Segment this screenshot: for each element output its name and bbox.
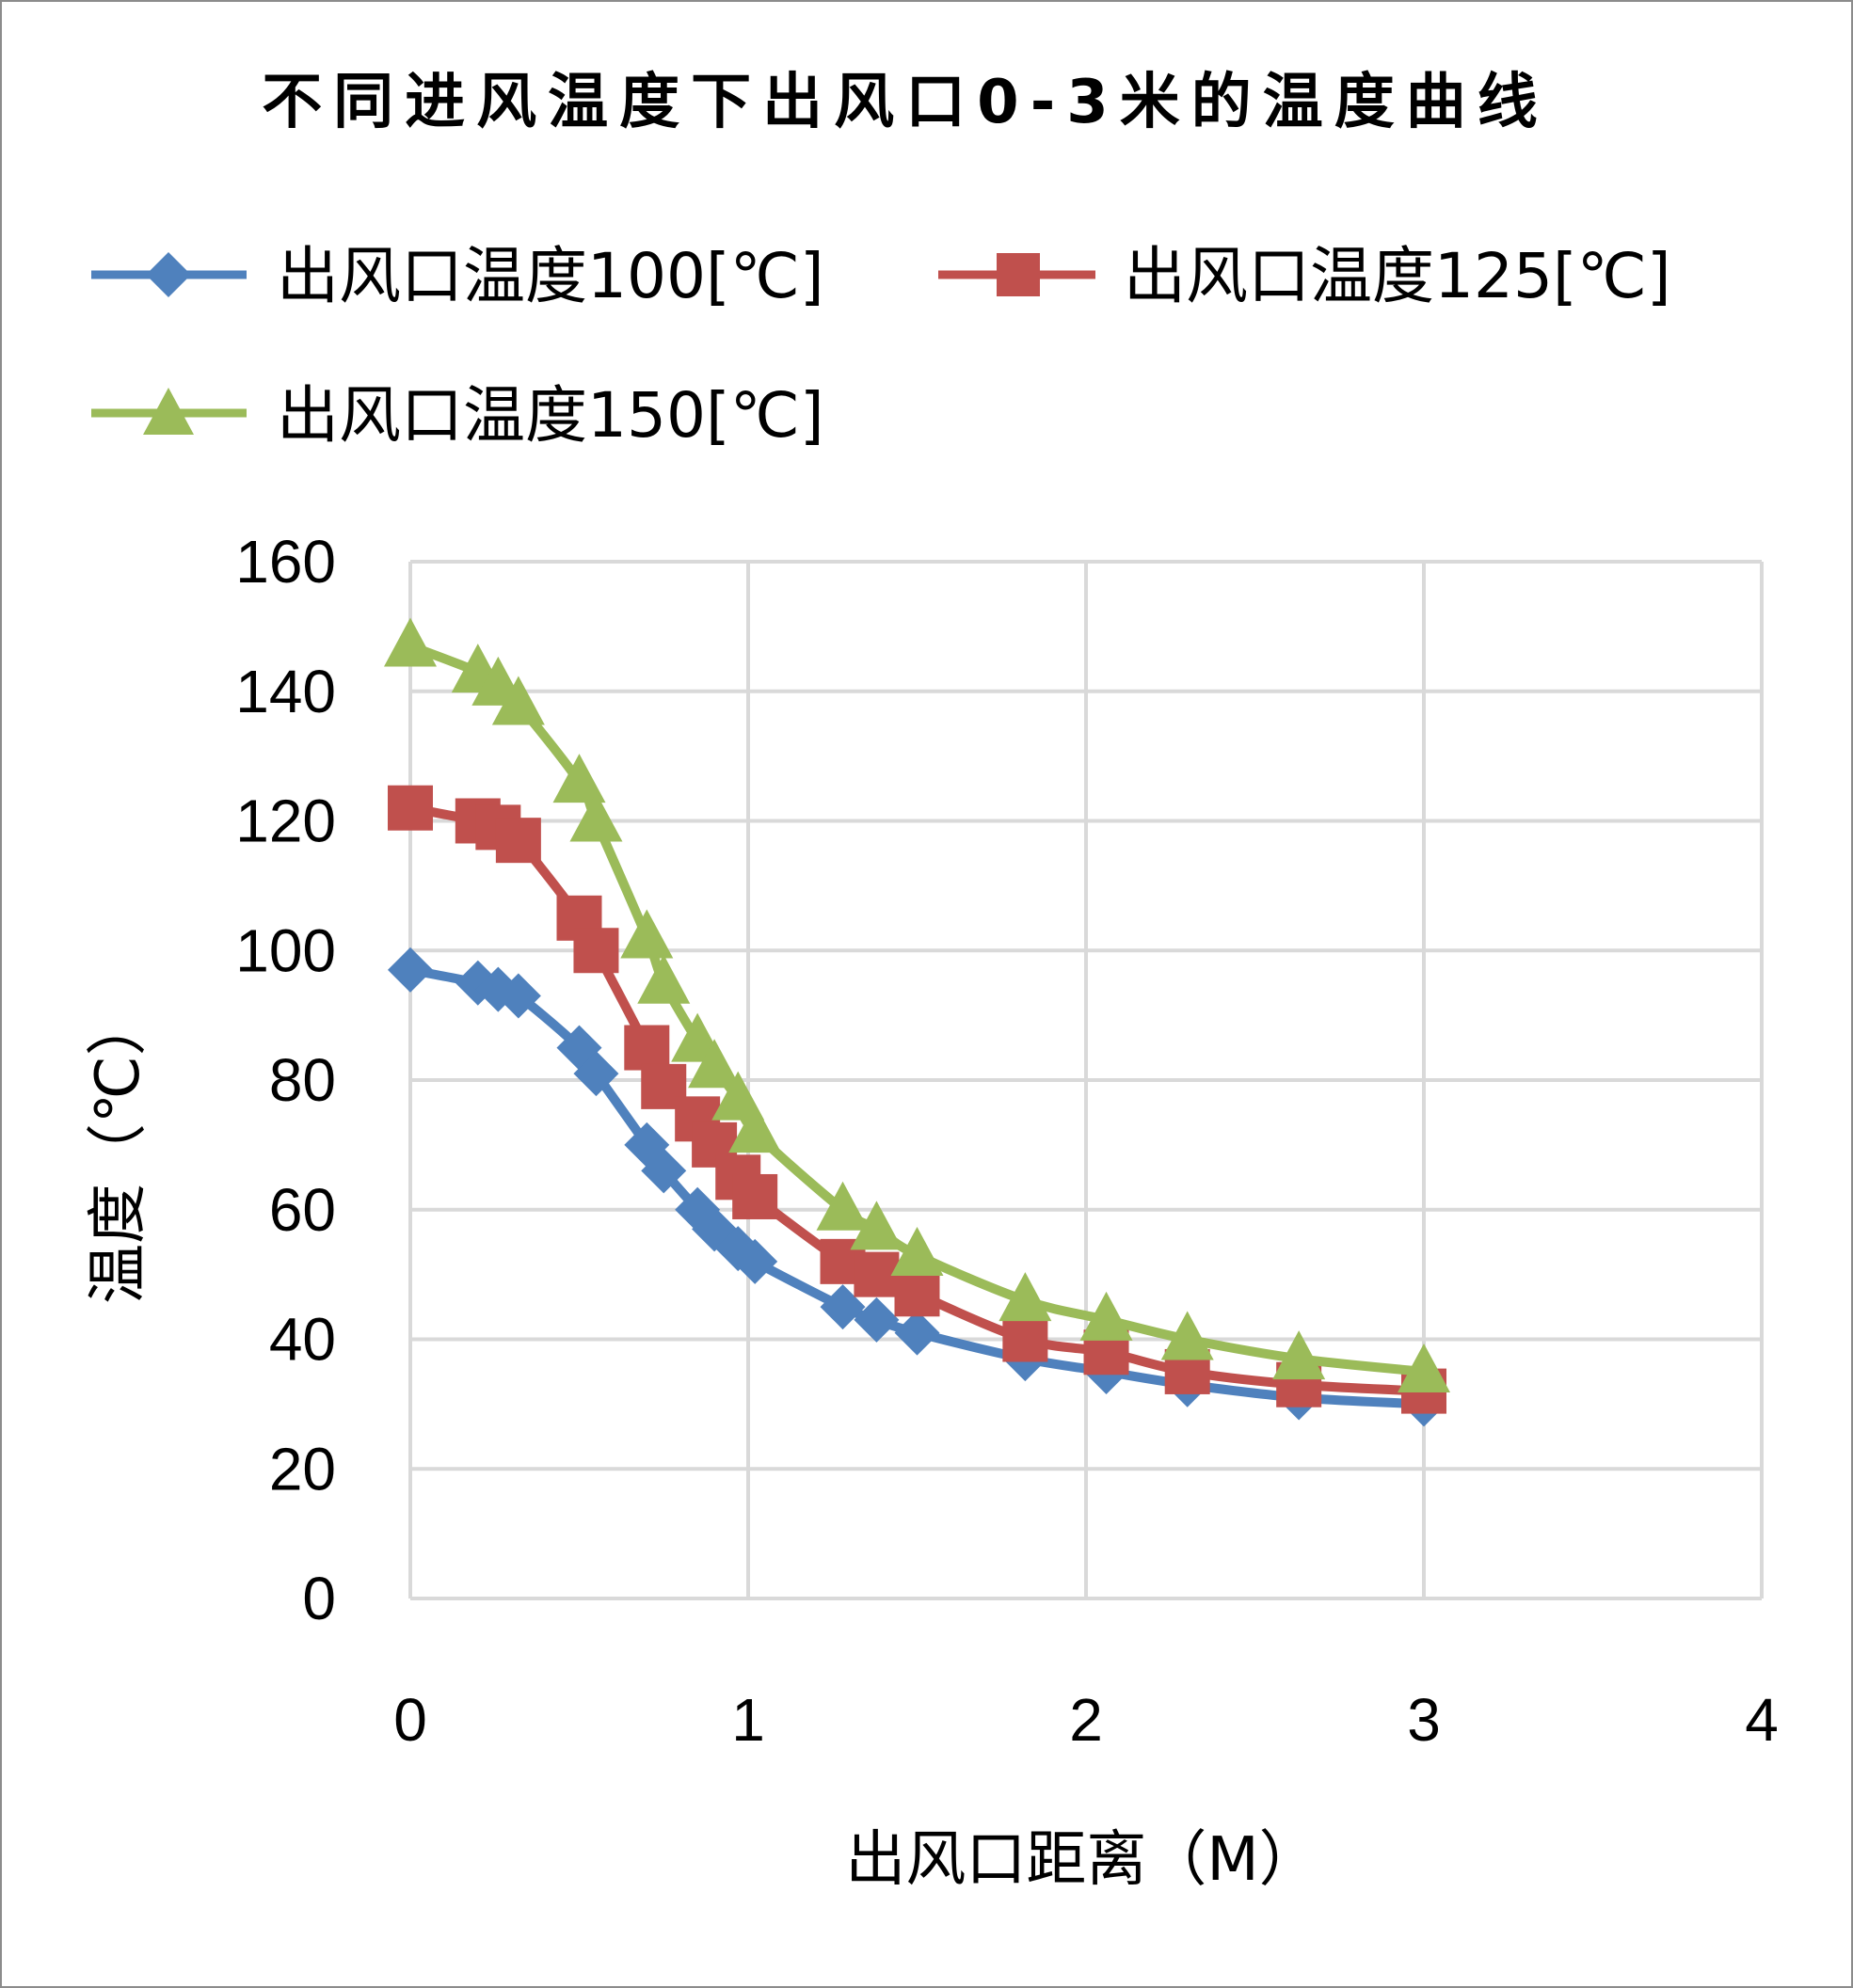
x-tick-label: 0 [393, 1686, 427, 1754]
data-point-triangle-11 [728, 1104, 782, 1153]
y-tick-label: 100 [235, 916, 336, 984]
data-point-diamond-13 [854, 1296, 900, 1343]
x-tick-label: 3 [1407, 1686, 1441, 1754]
legend-marker-series-2 [143, 388, 194, 435]
data-point-triangle-16 [1079, 1291, 1133, 1341]
data-point-diamond-0 [388, 946, 433, 993]
data-point-triangle-17 [1160, 1311, 1214, 1360]
y-tick-label: 20 [269, 1435, 336, 1503]
data-point-triangle-13 [850, 1201, 903, 1250]
legend-item-series-0: 出风口温度100[℃] [91, 240, 824, 312]
data-point-triangle-15 [998, 1272, 1052, 1322]
y-tick-label: 140 [235, 658, 336, 725]
x-tick-label: 2 [1069, 1686, 1103, 1754]
data-point-triangle-12 [816, 1181, 870, 1231]
data-point-triangle-6 [620, 909, 674, 959]
y-axis-label: 温度（℃） [84, 995, 153, 1304]
chart-title: 不同进风温度下出风口0-3米的温度曲线 [262, 68, 1549, 137]
y-tick-label: 120 [235, 787, 336, 855]
y-tick-label: 60 [269, 1176, 336, 1244]
data-point-triangle-4 [552, 754, 606, 803]
x-axis-label: 出风口距离（M） [845, 1825, 1318, 1895]
data-point-triangle-5 [569, 792, 623, 842]
data-point-triangle-3 [491, 676, 545, 725]
x-tick-label: 4 [1745, 1686, 1779, 1754]
data-point-square-0 [388, 785, 433, 831]
data-point-square-5 [573, 928, 619, 974]
data-point-diamond-5 [573, 1051, 619, 1097]
y-tick-label: 40 [269, 1306, 336, 1374]
legend-label-series-2: 出风口温度150[℃] [277, 379, 824, 452]
legend-label-series-1: 出风口温度125[℃] [1124, 240, 1671, 312]
data-point-square-14 [894, 1271, 940, 1317]
data-point-diamond-7 [641, 1148, 687, 1194]
data-point-triangle-7 [637, 954, 691, 1004]
y-tick-label: 80 [269, 1046, 336, 1114]
x-tick-label: 1 [731, 1686, 765, 1754]
legend-item-series-2: 出风口温度150[℃] [91, 379, 824, 452]
legend-marker-series-1 [997, 253, 1040, 296]
data-point-triangle-14 [890, 1226, 944, 1276]
legend-label-series-0: 出风口温度100[℃] [277, 240, 824, 312]
legend: 出风口温度100[℃] 出风口温度125[℃] 出风口温度150[℃] [91, 240, 1671, 452]
data-point-square-11 [732, 1173, 778, 1219]
y-tick-label: 0 [302, 1565, 336, 1632]
data-point-diamond-14 [894, 1310, 940, 1356]
y-axis-ticks: 0 20 40 60 80 100 120 140 160 [235, 528, 336, 1632]
data-point-triangle-18 [1272, 1330, 1326, 1380]
y-tick-label: 160 [235, 528, 336, 596]
data-point-triangle-10 [711, 1071, 765, 1121]
data-point-diamond-3 [495, 973, 541, 1019]
plot-series [384, 617, 1450, 1427]
legend-marker-series-0 [146, 252, 191, 297]
legend-item-series-1: 出风口温度125[℃] [938, 240, 1671, 312]
x-axis-ticks: 0 1 2 3 4 [393, 1686, 1779, 1754]
data-point-diamond-11 [732, 1238, 778, 1284]
gridlines [408, 560, 1764, 1600]
data-point-square-15 [1002, 1316, 1048, 1362]
data-point-triangle-0 [384, 617, 437, 667]
series-2 [384, 617, 1450, 1392]
data-point-square-6 [624, 1025, 670, 1071]
data-point-triangle-19 [1398, 1343, 1450, 1392]
data-point-triangle-9 [688, 1039, 742, 1089]
data-point-square-3 [495, 818, 541, 864]
